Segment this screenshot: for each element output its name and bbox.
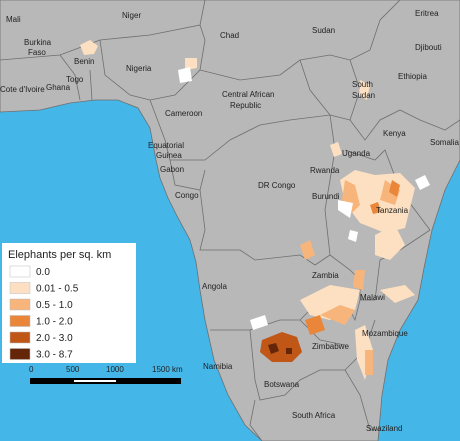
country-label: Botswana [264,380,300,389]
country-label: Rwanda [310,166,340,175]
legend-label: 0.01 - 0.5 [36,284,79,295]
legend-swatch [9,282,31,294]
country-label: Kenya [383,129,406,138]
legend-label: 2.0 - 3.0 [36,333,73,344]
country-label: Ethiopia [398,72,427,81]
country-label: Ghana [46,83,71,92]
country-label: Zambia [312,271,339,280]
legend-swatch [9,298,31,311]
scale-label: 500 [66,365,80,374]
country-label: Swaziland [366,424,402,433]
country-label: Republic [230,101,261,110]
scale-label: 1500 km [152,365,183,374]
country-label: Somalia [430,138,459,147]
legend-swatch [9,331,31,344]
country-label: Malawi [360,293,385,302]
scale-label: 0 [29,365,34,374]
country-label: Equatorial [148,141,184,150]
scale-segment [74,380,116,382]
scale-bar: 0 500 1000 1500 km [29,365,183,384]
country-label: South [352,80,373,89]
country-label: Sudan [312,26,335,35]
country-label: Mozambique [362,329,408,338]
country-label: Cameroon [165,109,202,118]
scale-label: 1000 [106,365,124,374]
country-label: Nigeria [126,64,152,73]
country-label: South Africa [292,411,336,420]
legend-label: 3.0 - 8.7 [36,350,73,361]
country-label: Namibia [203,362,233,371]
legend-label: 0.5 - 1.0 [36,300,73,311]
country-label: Central African [222,90,274,99]
legend-swatch [9,348,31,360]
country-label: Chad [220,31,239,40]
country-label: Angola [202,282,227,291]
country-label: Uganda [342,149,371,158]
elephant-ranges [80,40,430,380]
country-label: Togo [66,75,84,84]
country-labels: Mali Niger Chad Sudan Eritrea Djibouti B… [0,9,459,433]
country-label: Burundi [312,192,340,201]
country-label: Congo [175,191,199,200]
legend: Elephants per sq. km 0.0 0.01 - 0.5 0.5 - … [2,243,136,363]
country-label: DR Congo [258,181,296,190]
legend-swatch [9,265,31,278]
country-label: Guinea [156,151,182,160]
legend-label: 1.0 - 2.0 [36,317,73,328]
country-label: Faso [28,48,46,57]
country-label: Sudan [352,91,375,100]
country-label: Tanzania [376,206,409,215]
country-label: Benin [74,57,94,66]
country-label: Zimbabwe [312,342,349,351]
legend-items: 0.0 0.01 - 0.5 0.5 - 1.0 1.0 - 2.0 2.0 - 3.0… [9,265,79,361]
country-label: Burkina [24,38,52,47]
country-label: Niger [122,11,141,20]
country-label: Mali [6,15,21,24]
legend-title: Elephants per sq. km [8,249,111,261]
country-label: Djibouti [415,43,442,52]
country-label: Gabon [160,165,184,174]
country-label: Eritrea [415,9,439,18]
legend-swatch [9,315,31,327]
legend-label: 0.0 [36,267,50,278]
country-label: Cote d'Ivoire [0,85,45,94]
